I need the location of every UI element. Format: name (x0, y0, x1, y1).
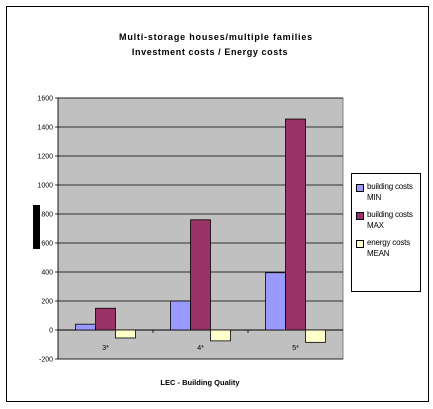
bar (170, 300, 191, 331)
y-tick-label: 800 (41, 212, 53, 219)
chart-title-line-1: Multi-storage houses/multiple families (119, 32, 313, 42)
y-tick-label: 0 (49, 328, 53, 335)
x-tick-label: 4* (197, 345, 204, 352)
bar (285, 118, 306, 331)
legend-swatch-min (356, 184, 364, 192)
bar (95, 307, 116, 331)
x-tick-label: 5* (292, 345, 299, 352)
x-axis-label: LEC - Building Quality (160, 378, 240, 387)
y-tick-label: 600 (41, 241, 53, 248)
side-marker (33, 205, 40, 249)
chart-title-line-2: Investment costs / Energy costs (132, 47, 288, 57)
bar (115, 329, 136, 339)
y-tick-label: 1400 (37, 125, 53, 132)
bar (305, 329, 326, 343)
bar (190, 219, 211, 331)
y-tick-label: 400 (41, 270, 53, 277)
legend: building costs MIN building costs MAX en… (351, 173, 421, 292)
legend-item-min: building costs MIN (356, 181, 420, 203)
y-tick-label: 1600 (37, 96, 53, 103)
y-tick-label: 200 (41, 299, 53, 306)
legend-label-min: building costs MIN (367, 182, 413, 202)
y-tick-label: -200 (39, 357, 53, 364)
bar (265, 272, 286, 331)
legend-item-max: building costs MAX (356, 209, 420, 231)
bar (210, 329, 231, 342)
bar (75, 323, 96, 331)
legend-swatch-max (356, 212, 364, 220)
legend-label-mean: energy costs MEAN (367, 238, 410, 258)
legend-item-mean: energy costs MEAN (356, 237, 420, 259)
legend-swatch-mean (356, 240, 364, 248)
legend-label-max: building costs MAX (367, 210, 413, 230)
x-tick-label: 3* (102, 345, 109, 352)
y-tick-label: 1000 (37, 183, 53, 190)
y-tick-label: 1200 (37, 154, 53, 161)
